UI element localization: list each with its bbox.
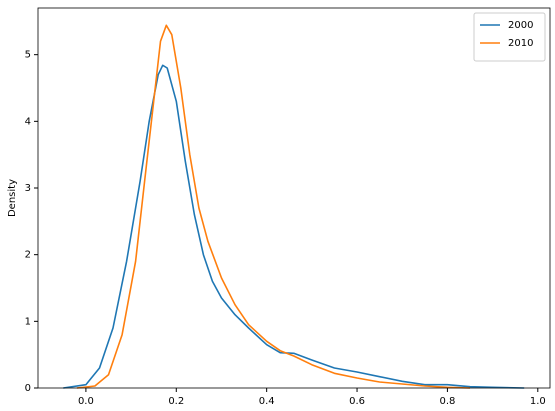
y-axis-label: Density: [7, 179, 18, 217]
y-tick-label: 1: [25, 316, 31, 327]
plot-frame: [37, 7, 551, 389]
x-tick-label: 0.0: [78, 396, 94, 407]
y-tick-label: 0: [25, 383, 31, 394]
x-tick-label: 0.6: [349, 396, 365, 407]
y-tick-label: 3: [25, 183, 31, 194]
legend-label: 2000: [508, 20, 533, 31]
x-tick-label: 0.4: [259, 396, 275, 407]
x-tick-label: 0.8: [439, 396, 455, 407]
x-tick-label: 0.2: [168, 396, 184, 407]
y-tick-label: 4: [25, 116, 31, 127]
line: [76, 24, 471, 389]
y-tick-label: 5: [25, 50, 31, 61]
line: [63, 64, 525, 389]
y-tick-label: 2: [25, 250, 31, 261]
x-tick-label: 1.0: [530, 396, 546, 407]
legend-label: 2010: [508, 38, 533, 49]
